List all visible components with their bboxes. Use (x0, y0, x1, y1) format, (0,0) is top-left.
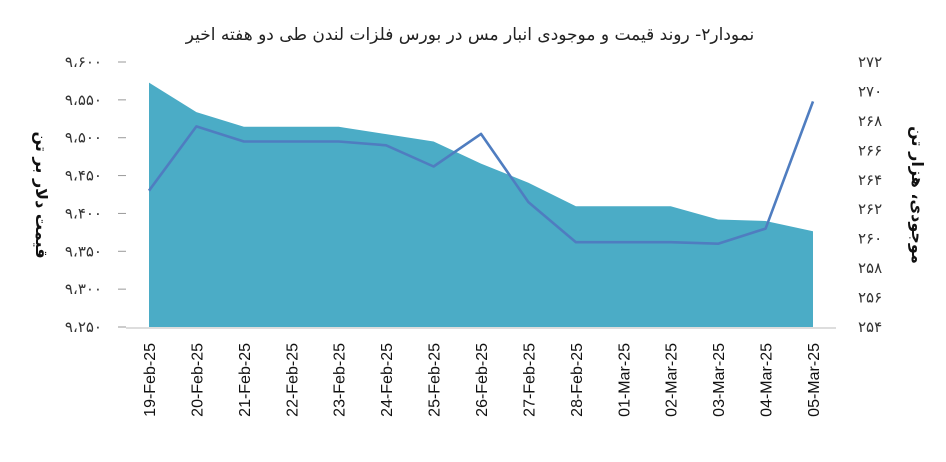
chart-title: نمودار۲- روند قیمت و موجودی انبار مس در … (185, 25, 755, 45)
x-tick-label: 28-Feb-25 (569, 343, 586, 417)
x-tick-label: 23-Feb-25 (332, 343, 349, 417)
right-tick-label: ۲۶۲ (858, 200, 882, 218)
x-tick-label: 25-Feb-25 (427, 343, 444, 417)
plot-area (147, 82, 815, 327)
x-tick-label: 19-Feb-25 (142, 343, 159, 417)
left-tick-label: ۹،۳۰۰ (65, 280, 102, 298)
x-tick-label: 02-Mar-25 (664, 343, 681, 417)
right-axis: ۲۵۴ ۲۵۶ ۲۵۸ ۲۶۰ ۲۶۲ ۲۶۴ ۲۶۶ ۲۶۸ ۲۷۰ ۲۷۲ (858, 53, 882, 336)
x-tick-label: 04-Mar-25 (759, 343, 776, 417)
x-tick-label: 05-Mar-25 (806, 343, 823, 417)
right-tick-label: ۲۶۸ (858, 112, 882, 130)
right-tick-label: ۲۶۶ (858, 141, 882, 159)
left-tick-label: ۹،۴۵۰ (65, 167, 102, 185)
right-tick-label: ۲۵۸ (858, 259, 882, 277)
left-tick-label: ۹،۴۰۰ (65, 204, 102, 222)
x-tick-label: 27-Feb-25 (521, 343, 538, 417)
right-axis-title: موجودی، هزار تن (908, 126, 927, 264)
price-line (147, 100, 815, 245)
x-tick-label: 21-Feb-25 (237, 343, 254, 417)
x-tick-label: 20-Feb-25 (189, 343, 206, 417)
right-tick-label: ۲۵۶ (858, 289, 882, 307)
left-tick-label: ۹،۵۵۰ (65, 91, 102, 109)
left-tick-label: ۹،۶۰۰ (65, 53, 102, 71)
right-tick-label: ۲۶۴ (858, 171, 882, 189)
inventory-area (149, 82, 813, 327)
left-tick-label: ۹،۲۵۰ (65, 318, 102, 336)
left-tick-label: ۹،۵۰۰ (65, 129, 102, 147)
x-tick-label: 22-Feb-25 (284, 343, 301, 417)
right-tick-label: ۲۷۰ (858, 82, 882, 100)
right-tick-label: ۲۵۴ (858, 318, 882, 336)
x-tick-label: 26-Feb-25 (474, 343, 491, 417)
right-tick-label: ۲۷۲ (858, 53, 882, 71)
x-axis: 19-Feb-25 20-Feb-25 21-Feb-25 22-Feb-25 23-F… (126, 327, 836, 417)
left-tick-label: ۹،۳۵۰ (65, 242, 102, 260)
left-axis-title: قیمت دلار بر تن (32, 131, 51, 258)
x-tick-label: 03-Mar-25 (711, 343, 728, 417)
x-tick-label: 01-Mar-25 (616, 343, 633, 417)
left-axis: ۹،۲۵۰ ۹،۳۰۰ ۹،۳۵۰ ۹،۴۰۰ ۹،۴۵۰ ۹،۵۰۰ ۹،۵۵۰ ۹،۶۰۰ (65, 53, 126, 336)
x-tick-label: 24-Feb-25 (379, 343, 396, 417)
right-tick-label: ۲۶۰ (858, 230, 882, 248)
